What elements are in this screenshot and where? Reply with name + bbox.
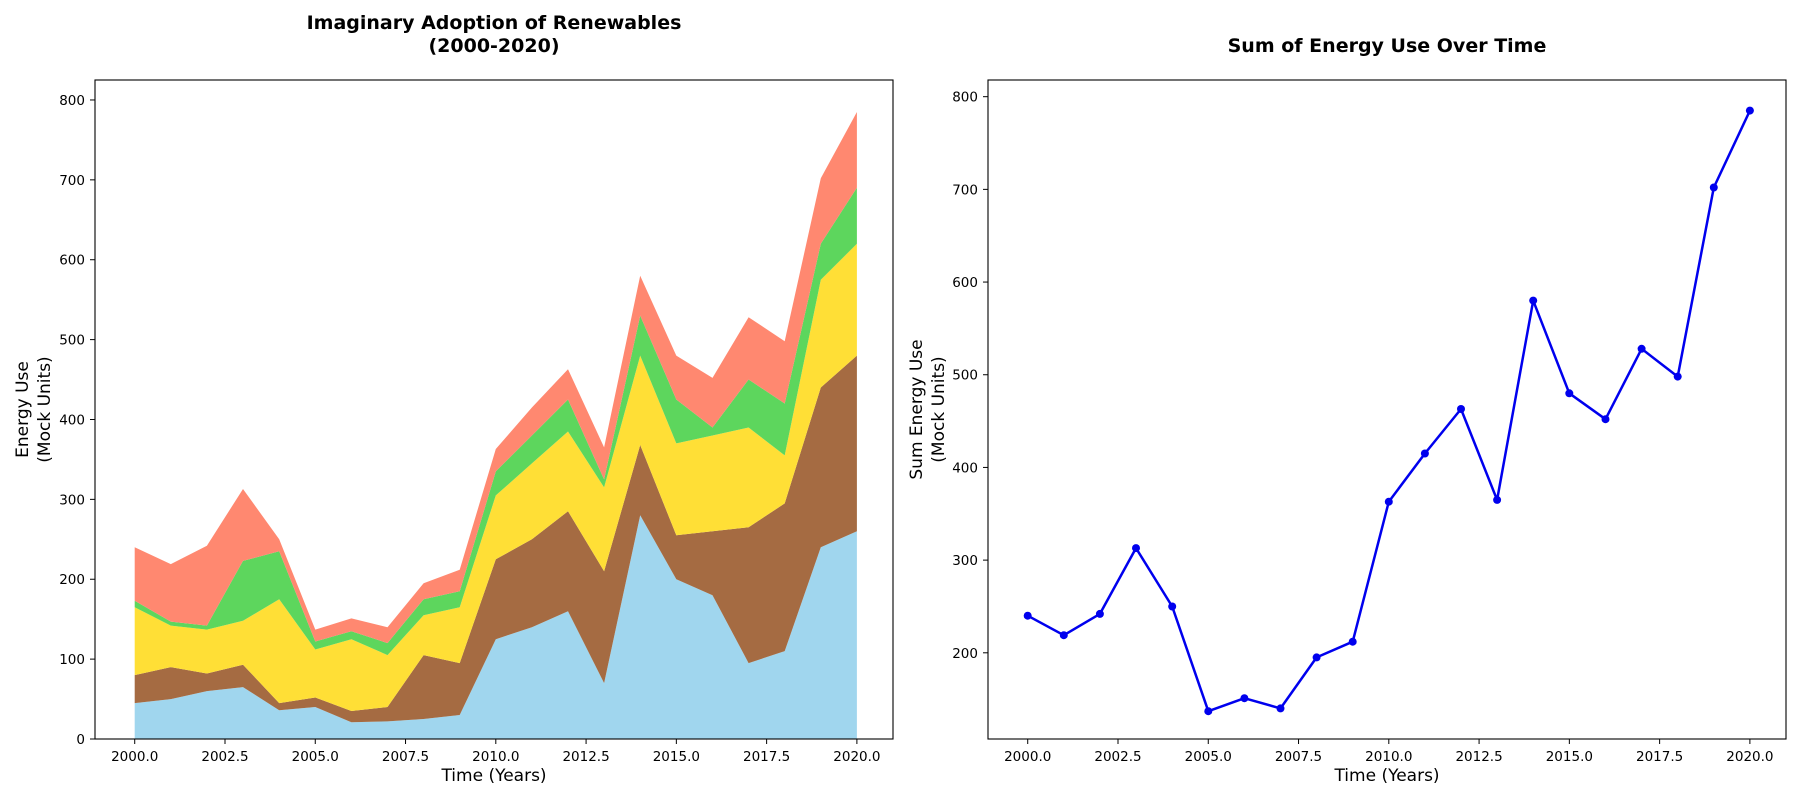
data-point — [1709, 183, 1718, 192]
x-tick-label: 2002.5 — [1094, 749, 1141, 765]
y-axis-label-line: Sum Energy Use — [907, 339, 927, 479]
y-axis-label-line: (Mock Units) — [929, 356, 949, 462]
x-tick-label: 2010.0 — [472, 749, 519, 765]
y-tick-label: 500 — [59, 333, 85, 349]
x-tick-label: 2010.0 — [1365, 749, 1412, 765]
x-tick-label: 2017.5 — [1636, 749, 1683, 765]
area-series-0 — [134, 515, 857, 739]
x-tick-label: 2012.5 — [1455, 749, 1502, 765]
x-tick-label: 2002.5 — [201, 749, 248, 765]
data-point — [1565, 389, 1574, 398]
data-point — [1493, 495, 1502, 504]
x-tick-label: 2000.0 — [111, 749, 158, 765]
data-point — [1745, 106, 1754, 115]
data-point — [1601, 415, 1610, 424]
y-tick-label: 700 — [59, 173, 85, 189]
x-tick-label: 2015.0 — [1546, 749, 1593, 765]
y-axis-label-line: (Mock Units) — [35, 356, 55, 462]
y-tick-label: 0 — [76, 732, 85, 748]
data-point — [1529, 296, 1538, 305]
data-point — [1384, 497, 1393, 506]
x-tick-label: 2005.0 — [1185, 749, 1232, 765]
data-point — [1420, 449, 1429, 458]
y-tick-label: 400 — [952, 460, 978, 476]
y-tick-label: 600 — [59, 253, 85, 269]
chart-title-line: Sum of Energy Use Over Time — [1228, 35, 1547, 57]
x-tick-label: 2000.0 — [1004, 749, 1051, 765]
chart-title-line: (2000-2020) — [428, 35, 559, 57]
y-tick-label: 800 — [59, 93, 85, 109]
x-tick-label: 2005.0 — [292, 749, 339, 765]
x-tick-label: 2020.0 — [833, 749, 880, 765]
y-tick-label: 600 — [952, 275, 978, 291]
x-axis-label: Time (Years) — [1333, 766, 1439, 786]
data-point — [1457, 405, 1465, 413]
x-tick-label: 2012.5 — [562, 749, 609, 765]
y-tick-label: 200 — [59, 572, 85, 588]
line-chart-sum-energy: Sum of Energy Use Over Time 2000.0 2002.5 2… — [907, 35, 1787, 786]
x-tick-label: 2007.5 — [382, 749, 429, 765]
y-tick-label: 300 — [952, 553, 978, 569]
area-chart-renewables: Imaginary Adoption of Renewables(2000-20… — [13, 12, 894, 786]
y-tick-label: 300 — [59, 492, 85, 508]
area-series-1 — [134, 355, 857, 723]
y-axis-label-line: Energy Use — [13, 361, 33, 458]
data-point — [1095, 609, 1104, 618]
data-point — [1312, 653, 1321, 662]
x-tick-label: 2007.5 — [1275, 749, 1322, 765]
y-tick-label: 100 — [59, 652, 85, 668]
x-axis-label: Time (Years) — [440, 766, 546, 786]
area-series-4 — [134, 112, 857, 644]
y-tick-label: 400 — [59, 412, 85, 428]
data-point — [1240, 694, 1249, 703]
data-point — [1276, 704, 1285, 713]
y-tick-label: 800 — [952, 90, 978, 106]
data-point — [1168, 602, 1177, 611]
y-tick-label: 700 — [952, 182, 978, 198]
x-tick-label: 2020.0 — [1726, 749, 1773, 765]
chart-title-line: Imaginary Adoption of Renewables — [307, 12, 682, 34]
y-tick-label: 200 — [952, 646, 978, 662]
y-tick-label: 500 — [952, 368, 978, 384]
data-point — [1637, 344, 1646, 353]
axes-frame — [94, 79, 894, 740]
data-point — [1132, 544, 1140, 553]
x-tick-label: 2015.0 — [653, 749, 700, 765]
line-series-0 — [1027, 110, 1752, 713]
data-point — [1673, 372, 1682, 381]
data-point — [1059, 631, 1068, 640]
data-point — [1204, 707, 1213, 716]
data-point — [1023, 611, 1032, 620]
data-point — [1348, 637, 1357, 646]
axes-frame — [987, 79, 1787, 740]
area-series-2 — [134, 243, 857, 712]
x-tick-label: 2017.5 — [743, 749, 790, 765]
